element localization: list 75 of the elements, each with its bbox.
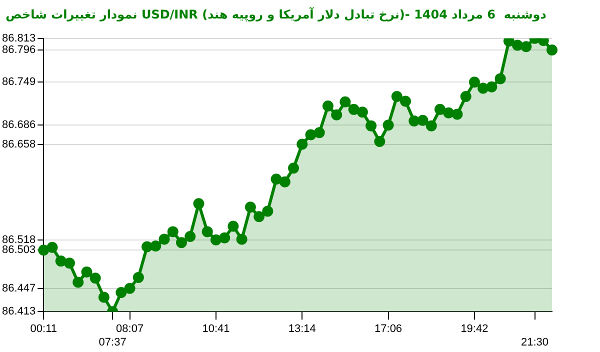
point: [184, 230, 196, 242]
point: [426, 120, 437, 132]
x-tick-label: 08:07: [116, 323, 144, 336]
x-tick-label: 07:37: [98, 336, 126, 348]
point: [520, 41, 532, 52]
point: [64, 258, 75, 269]
point: [443, 107, 454, 118]
point: [417, 114, 428, 126]
point: [340, 96, 351, 108]
point: [288, 162, 300, 174]
point: [494, 73, 506, 84]
point: [262, 206, 274, 217]
point: [503, 38, 514, 47]
point: [158, 234, 170, 245]
x-tick-label: 13:14: [288, 323, 316, 336]
point: [348, 104, 360, 115]
point: [202, 226, 213, 238]
point: [356, 106, 368, 118]
point: [254, 211, 265, 222]
point: [210, 234, 222, 246]
point: [512, 40, 524, 51]
y-tick-label: 86.658: [2, 138, 36, 150]
x-tick-label: 19:42: [460, 323, 488, 336]
point: [305, 129, 316, 140]
point: [72, 276, 84, 288]
point: [244, 202, 256, 213]
point: [219, 232, 230, 244]
point: [46, 242, 58, 253]
point: [314, 127, 325, 138]
point: [90, 272, 101, 284]
point: [452, 108, 463, 120]
point: [236, 234, 248, 245]
point: [279, 176, 290, 188]
point: [124, 282, 136, 294]
point: [478, 82, 489, 94]
point: [270, 174, 282, 185]
point: [391, 90, 402, 102]
y-tick-label: 86.686: [2, 119, 36, 132]
point: [296, 138, 308, 150]
point: [98, 292, 110, 303]
point: [116, 286, 127, 298]
point: [546, 44, 558, 56]
point: [408, 116, 420, 127]
point: [228, 220, 239, 232]
y-tick-label: 86.749: [2, 76, 36, 88]
point: [400, 96, 412, 107]
chart-title: نمودار تغییرات شاخص USD/INR (نرخ تبادل دلار آمریکا و روپیه هند)- دوشنبه 6 مرداد 1404: [6, 6, 546, 22]
y-tick-label: 86.518: [2, 234, 36, 246]
x-tick-label: 10:41: [202, 323, 230, 336]
x-tick-label: 21:30: [521, 336, 549, 348]
point: [81, 266, 92, 278]
y-tick-label: 86.413: [2, 306, 36, 318]
point: [193, 198, 204, 210]
point: [382, 120, 394, 131]
point: [322, 100, 334, 112]
point: [55, 256, 66, 267]
x-tick-label: 00:11: [30, 323, 58, 336]
point: [167, 226, 178, 238]
point: [38, 244, 50, 256]
point: [460, 90, 472, 102]
y-tick-label: 86.447: [2, 282, 36, 294]
point: [374, 136, 386, 148]
point: [176, 237, 188, 248]
point: [331, 109, 342, 120]
point: [142, 241, 153, 252]
y-tick-label: 86.503: [2, 244, 36, 256]
point: [366, 120, 377, 132]
x-tick-label: 17:06: [374, 323, 402, 336]
point: [486, 81, 498, 92]
point: [434, 104, 446, 115]
point: [150, 240, 162, 252]
point: [468, 76, 480, 88]
point: [132, 272, 144, 283]
y-tick-label: 86.796: [2, 44, 36, 56]
y-tick-label: 86.813: [2, 32, 36, 44]
